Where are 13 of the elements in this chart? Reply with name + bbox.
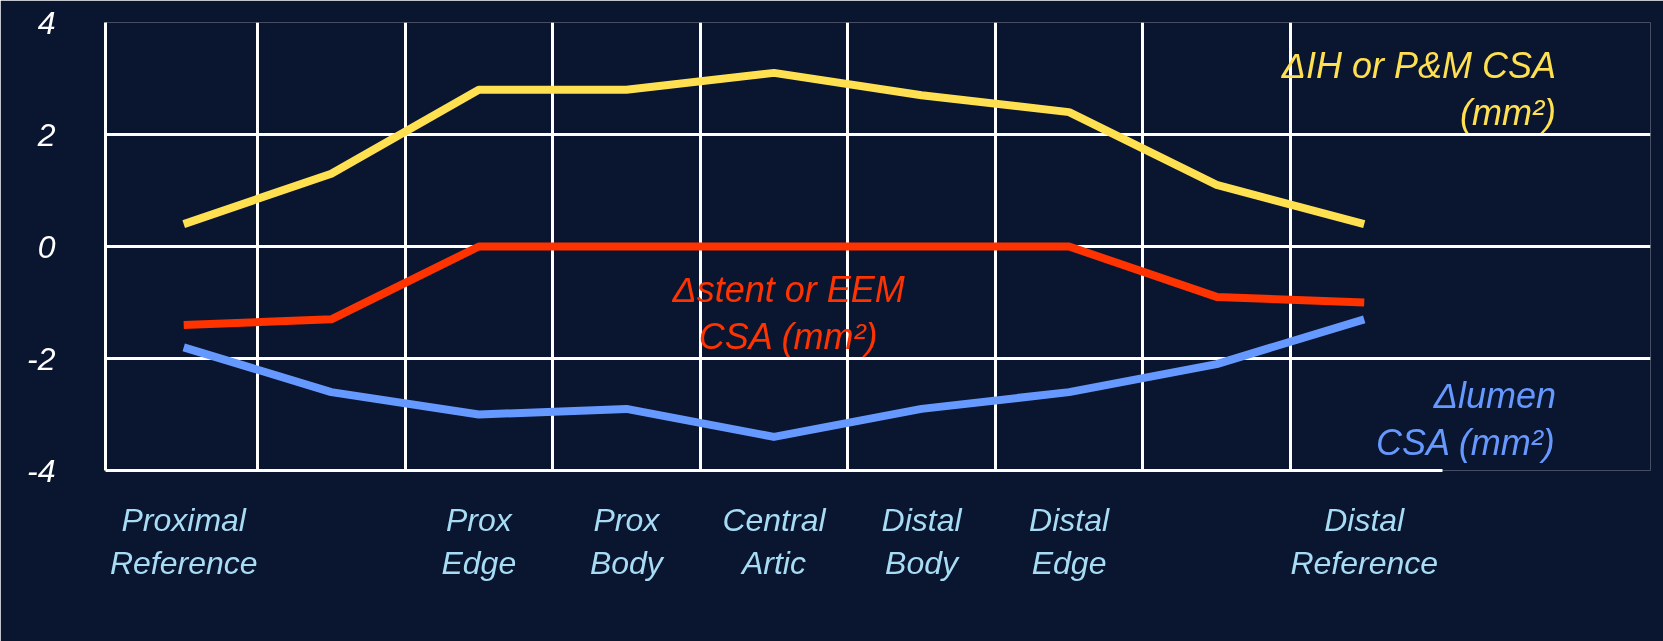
x-tick-label: Proximal Reference: [109, 501, 258, 581]
series-label: Δlumen CSA (mm²): [1376, 375, 1557, 464]
x-tick-label: Distal Edge: [1029, 501, 1110, 581]
y-tick-label: 4: [37, 4, 56, 41]
y-tick-label: 2: [36, 116, 56, 153]
y-tick-label: -4: [27, 452, 56, 489]
x-tick-label: Distal Body: [881, 501, 963, 581]
x-tick-label: Distal Reference: [1290, 501, 1439, 581]
y-tick-label: -2: [27, 340, 56, 377]
x-tick-label: Prox Body: [589, 501, 665, 581]
y-tick-label: 0: [37, 228, 56, 265]
x-tick-label: Central Artic: [722, 501, 827, 581]
x-tick-label: Prox Edge: [441, 501, 517, 581]
